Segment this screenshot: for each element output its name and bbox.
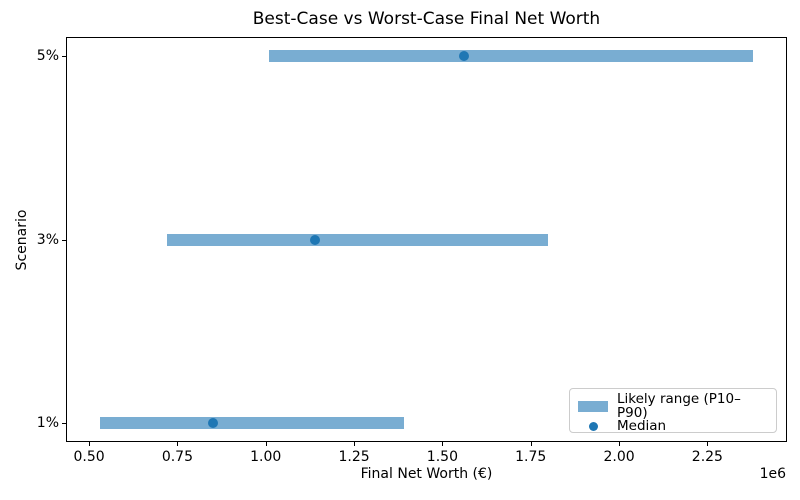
y-tick-label: 1% (36, 414, 59, 431)
x-tick-mark (707, 442, 709, 446)
x-tick-mark (89, 442, 91, 446)
x-tick-mark (177, 442, 179, 446)
x-tick-label: 1.25 (338, 449, 370, 465)
y-tick-label: 5% (36, 48, 59, 65)
chart-title: Best-Case vs Worst-Case Final Net Worth (252, 9, 601, 29)
legend-range-label: Likely range (P10–P90) (617, 391, 741, 421)
x-tick-label: 1.00 (250, 449, 282, 465)
legend-range-swatch (578, 401, 608, 412)
legend-item-range: Likely range (P10–P90) (578, 391, 768, 421)
x-axis-label: Final Net Worth (€) (360, 466, 493, 482)
range-bar (99, 416, 404, 429)
x-tick-label: 2.25 (691, 449, 723, 465)
x-tick-label: 0.75 (161, 449, 193, 465)
x-tick-label: 1.50 (426, 449, 458, 465)
y-tick-label: 3% (36, 231, 59, 248)
x-tick-mark (530, 442, 532, 446)
legend-median-marker (578, 422, 608, 432)
x-tick-mark (354, 442, 356, 446)
legend-median-label: Median (617, 418, 667, 434)
x-tick-mark (619, 442, 621, 446)
plot-area (66, 37, 787, 442)
x-tick-label: 0.50 (73, 449, 105, 465)
legend-item-median: Median (578, 418, 768, 434)
x-tick-mark (442, 442, 444, 446)
x-axis-offset-text: 1e6 (759, 466, 786, 482)
median-dot (458, 51, 469, 62)
y-tick-mark (62, 422, 66, 424)
y-tick-mark (62, 56, 66, 58)
median-dot (310, 234, 321, 245)
legend: Likely range (P10–P90) Median (569, 388, 777, 433)
x-tick-label: 1.75 (515, 449, 547, 465)
range-bar (166, 233, 549, 246)
legend-median-swatch (588, 422, 598, 432)
range-bar (269, 50, 754, 63)
y-tick-mark (62, 239, 66, 241)
median-dot (207, 417, 218, 428)
x-tick-mark (265, 442, 267, 446)
x-tick-label: 2.00 (603, 449, 635, 465)
